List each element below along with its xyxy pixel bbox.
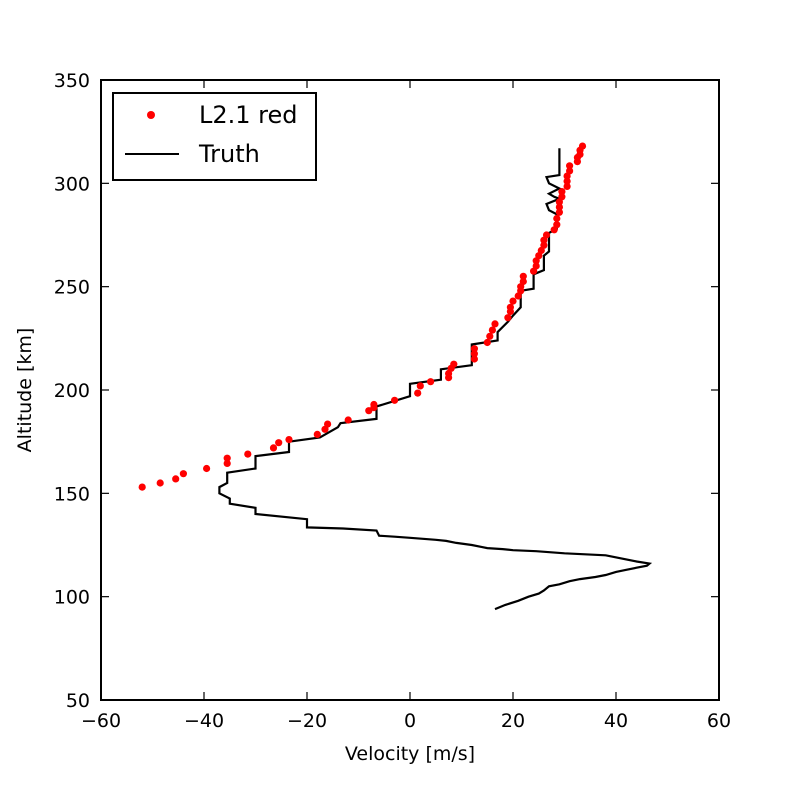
data-point-l21-red — [275, 439, 283, 447]
data-point-l21-red — [223, 454, 231, 462]
series-layer — [138, 142, 653, 611]
y-tick-label: 200 — [54, 380, 90, 402]
data-point-l21-red — [542, 231, 551, 239]
data-point-l21-red — [138, 483, 146, 491]
data-point-l21-red — [344, 416, 352, 424]
data-point-l21-red — [483, 338, 491, 347]
data-point-l21-red — [416, 382, 424, 390]
legend-box — [112, 92, 317, 181]
data-point-l21-red — [558, 193, 566, 201]
data-point-l21-red — [519, 277, 527, 286]
data-point-l21-red — [172, 475, 180, 483]
data-point-l21-red — [566, 162, 574, 170]
x-axis-label: Velocity [m/s] — [345, 743, 475, 765]
data-point-l21-red — [203, 464, 211, 473]
data-point-l21-red — [555, 208, 564, 216]
data-point-l21-red — [179, 470, 187, 478]
legend-label-l21-red: L2.1 red — [199, 101, 298, 129]
data-point-l21-red — [269, 444, 278, 452]
data-point-l21-red — [491, 320, 499, 328]
y-tick-label: 350 — [54, 70, 90, 92]
data-point-l21-red — [470, 345, 478, 353]
legend-marker-l21-red — [147, 111, 155, 119]
data-point-l21-red — [578, 142, 587, 150]
data-point-l21-red — [555, 203, 564, 211]
legend: L2.1 red Truth — [112, 92, 317, 181]
ticks-layer: −60 −40 −20 0 20 40 60 50 100 150 200 250 300 350 — [54, 70, 731, 732]
data-point-l21-red — [223, 459, 231, 467]
data-point-l21-red — [563, 177, 571, 185]
y-tick-label: 50 — [66, 690, 90, 712]
data-point-l21-red — [285, 436, 293, 444]
y-axis-label: Altitude [km] — [14, 328, 36, 453]
data-point-l21-red — [509, 297, 517, 305]
x-tick-label: 0 — [404, 710, 416, 732]
y-tick-label: 100 — [54, 587, 90, 609]
data-point-l21-red — [450, 360, 458, 368]
x-tick-label: 60 — [707, 710, 731, 732]
data-point-l21-red — [540, 241, 548, 249]
x-tick-label: −40 — [184, 710, 224, 732]
data-point-l21-red — [414, 389, 422, 397]
data-point-l21-red — [566, 167, 574, 175]
data-point-l21-red — [519, 272, 527, 280]
x-tick-label: 40 — [604, 710, 628, 732]
data-point-l21-red — [563, 182, 571, 190]
data-point-l21-red — [486, 332, 494, 340]
data-point-l21-red — [244, 450, 252, 458]
data-point-l21-red — [506, 303, 514, 311]
data-point-l21-red — [324, 420, 332, 428]
y-tick-label: 150 — [54, 483, 90, 505]
x-tick-label: −20 — [287, 710, 327, 732]
data-point-l21-red — [504, 314, 512, 322]
legend-label-truth: Truth — [198, 140, 260, 168]
data-point-l21-red — [470, 355, 478, 363]
y-tick-label: 300 — [54, 173, 90, 195]
data-point-l21-red — [532, 262, 540, 270]
data-point-l21-red — [470, 350, 478, 358]
data-point-l21-red — [156, 479, 164, 487]
data-point-l21-red — [553, 221, 561, 229]
data-point-l21-red — [427, 378, 435, 386]
x-tick-label: −60 — [81, 710, 121, 732]
x-tick-label: 20 — [501, 710, 525, 732]
data-point-l21-red — [370, 400, 378, 409]
series-line-truth — [218, 148, 653, 611]
data-point-l21-red — [313, 430, 321, 438]
data-point-l21-red — [488, 326, 496, 334]
data-point-l21-red — [558, 188, 566, 196]
data-point-l21-red — [391, 396, 399, 404]
y-tick-label: 250 — [54, 277, 90, 299]
data-point-l21-red — [553, 214, 561, 223]
